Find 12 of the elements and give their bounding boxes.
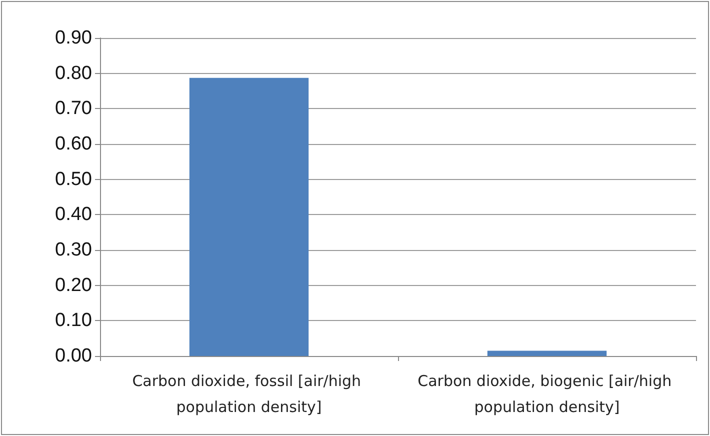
y-tick-label: 0.30 <box>55 240 92 260</box>
y-tick-label: 0.10 <box>55 310 92 332</box>
y-tick-label: 0.40 <box>55 204 92 226</box>
x-tick-label: Carbon dioxide, fossil [air/high population density] <box>132 372 366 416</box>
y-tick-label: 0.90 <box>55 28 92 48</box>
y-tick-label: 0.70 <box>55 98 92 120</box>
y-tick-label: 0.20 <box>55 274 92 296</box>
y-tick-label: 0.00 <box>55 346 92 366</box>
y-tick-label: 0.60 <box>55 134 92 154</box>
y-tick-label: 0.80 <box>55 62 92 84</box>
y-tick-label: 0.50 <box>55 168 92 190</box>
x-tick-label: Carbon dioxide, biogenic [air/high population density] <box>418 372 676 416</box>
